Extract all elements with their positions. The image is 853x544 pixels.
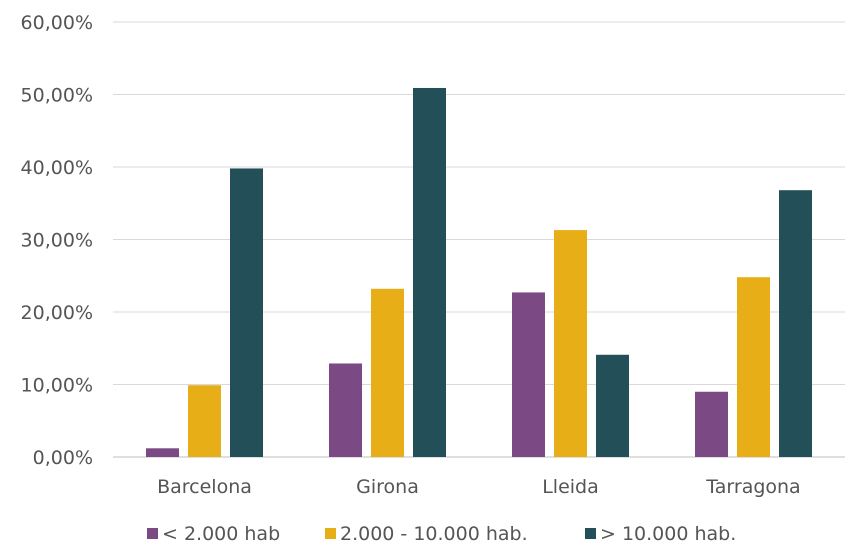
bar bbox=[230, 168, 263, 457]
x-axis-category-labels: Barcelona Girona Lleida Tarragona bbox=[157, 476, 801, 498]
y-tick-label: 30,00% bbox=[21, 230, 93, 252]
y-tick-label: 50,00% bbox=[21, 85, 93, 107]
x-category-label: Tarragona bbox=[705, 476, 800, 498]
bar bbox=[695, 391, 728, 457]
bar bbox=[188, 385, 221, 457]
legend-swatch bbox=[147, 528, 158, 539]
bar bbox=[596, 354, 629, 457]
x-category-label: Barcelona bbox=[157, 476, 252, 498]
bar bbox=[371, 288, 404, 457]
y-tick-label: 10,00% bbox=[21, 375, 93, 397]
bar bbox=[779, 190, 812, 457]
bar bbox=[554, 230, 587, 457]
y-tick-label: 40,00% bbox=[21, 157, 93, 179]
bar bbox=[413, 87, 446, 457]
legend-swatch bbox=[325, 528, 336, 539]
bar bbox=[737, 277, 770, 457]
x-category-label: Lleida bbox=[542, 476, 599, 498]
bar bbox=[146, 448, 179, 457]
bar bbox=[512, 292, 545, 457]
x-category-label: Girona bbox=[356, 476, 419, 498]
y-axis-tick-labels: 0,00% 10,00% 20,00% 30,00% 40,00% 50,00% 60,00… bbox=[21, 12, 93, 469]
y-tick-label: 0,00% bbox=[33, 447, 93, 469]
legend: < 2.000 hab 2.000 - 10.000 hab. > 10.000 h… bbox=[147, 523, 736, 544]
y-tick-label: 20,00% bbox=[21, 302, 93, 324]
bar bbox=[329, 363, 362, 457]
legend-swatch bbox=[585, 528, 596, 539]
legend-label: 2.000 - 10.000 hab. bbox=[340, 523, 528, 544]
legend-label: > 10.000 hab. bbox=[600, 523, 736, 544]
legend-label: < 2.000 hab bbox=[162, 523, 280, 544]
y-tick-label: 60,00% bbox=[21, 12, 93, 34]
gridlines bbox=[113, 21, 845, 458]
bars bbox=[146, 87, 812, 457]
